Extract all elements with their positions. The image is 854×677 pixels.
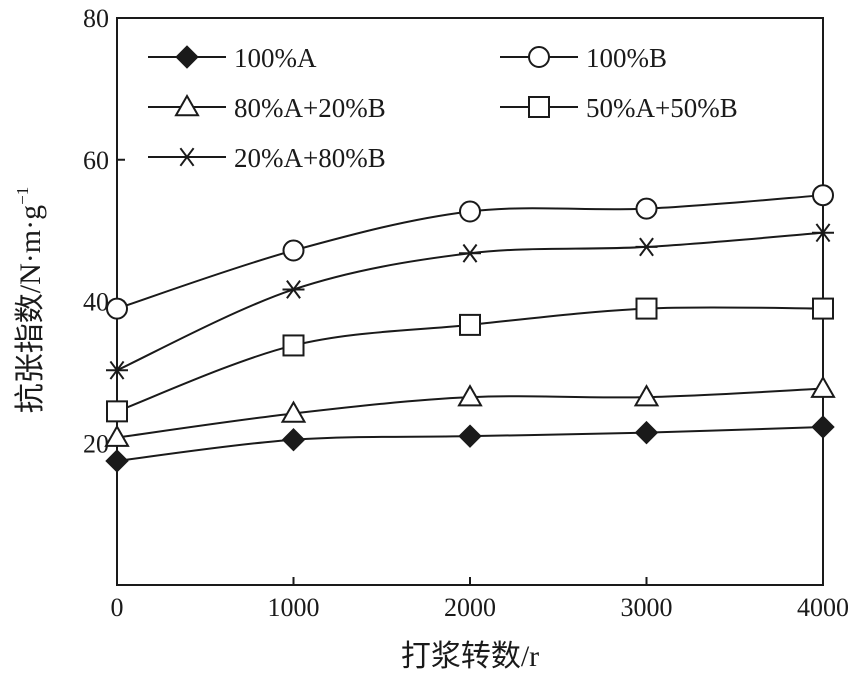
axes: 0 1000 2000 3000 4000 20 40 60 80 — [83, 4, 849, 622]
data-point-series-5 — [282, 280, 305, 299]
legend-marker — [176, 147, 198, 167]
legend-label: 80%A+20%B — [234, 93, 386, 123]
legend-label: 20%A+80%B — [234, 143, 386, 173]
data-point-series-2 — [459, 200, 481, 223]
legend-label: 100%B — [586, 43, 667, 73]
data-point-series-5 — [106, 360, 128, 380]
data-point-series-4 — [812, 297, 834, 320]
x-tick-label: 3000 — [621, 593, 673, 622]
x-tick-label: 1000 — [268, 593, 320, 622]
legend-label: 100%A — [234, 43, 317, 73]
legend-item-5: 20%A+80%B — [148, 143, 386, 173]
legend-item-4: 50%A+50%B — [500, 93, 738, 123]
data-point-series-1 — [281, 427, 306, 452]
legend-label: 50%A+50%B — [586, 93, 738, 123]
legend-item-1: 100%A — [148, 43, 317, 73]
data-point-series-2 — [106, 297, 128, 320]
legend-item-3: 80%A+20%B — [148, 93, 386, 123]
legend: 100%A 100%B 80%A+20%B 50%A+50%B 20%A+80%B — [148, 43, 738, 173]
legend-marker — [175, 45, 199, 69]
legend-marker — [174, 93, 200, 117]
y-tick-label: 80 — [83, 4, 109, 33]
data-point-series-3 — [457, 384, 483, 407]
data-point-series-1 — [458, 424, 482, 448]
data-point-series-2 — [635, 197, 658, 220]
x-tick-label: 4000 — [797, 593, 849, 622]
data-point-series-3 — [104, 424, 130, 447]
data-point-series-3 — [280, 400, 307, 423]
data-point-series-5 — [635, 237, 658, 257]
y-axis-title-text: 抗张指数/N·m·g — [14, 205, 47, 413]
y-axis-title: 抗张指数/N·m·g−1 — [13, 187, 47, 413]
data-point-series-5 — [459, 243, 481, 263]
data-point-series-4 — [106, 400, 128, 423]
x-axis-title: 打浆转数/r — [401, 640, 539, 673]
series-markers — [104, 184, 836, 473]
data-point-series-1 — [811, 415, 835, 439]
data-point-series-4 — [282, 334, 305, 357]
data-point-series-3 — [810, 375, 836, 398]
data-point-series-5 — [812, 223, 834, 243]
data-point-series-4 — [635, 297, 658, 320]
x-tick-label: 0 — [111, 593, 124, 622]
y-axis-title-superscript: −1 — [13, 187, 32, 205]
legend-marker — [528, 46, 550, 68]
legend-marker — [528, 96, 550, 118]
data-point-series-2 — [282, 239, 305, 262]
y-tick-label: 60 — [83, 146, 109, 175]
data-point-series-3 — [633, 384, 660, 407]
svg-text:抗张指数/N·m·g−1: 抗张指数/N·m·g−1 — [13, 187, 47, 413]
legend-item-2: 100%B — [500, 43, 667, 73]
y-tick-label: 20 — [83, 429, 109, 458]
data-point-series-1 — [634, 420, 659, 445]
data-point-series-2 — [812, 184, 834, 207]
x-tick-label: 2000 — [444, 593, 496, 622]
y-tick-label: 40 — [83, 288, 109, 317]
data-point-series-1 — [105, 449, 129, 473]
data-point-series-4 — [459, 313, 481, 336]
